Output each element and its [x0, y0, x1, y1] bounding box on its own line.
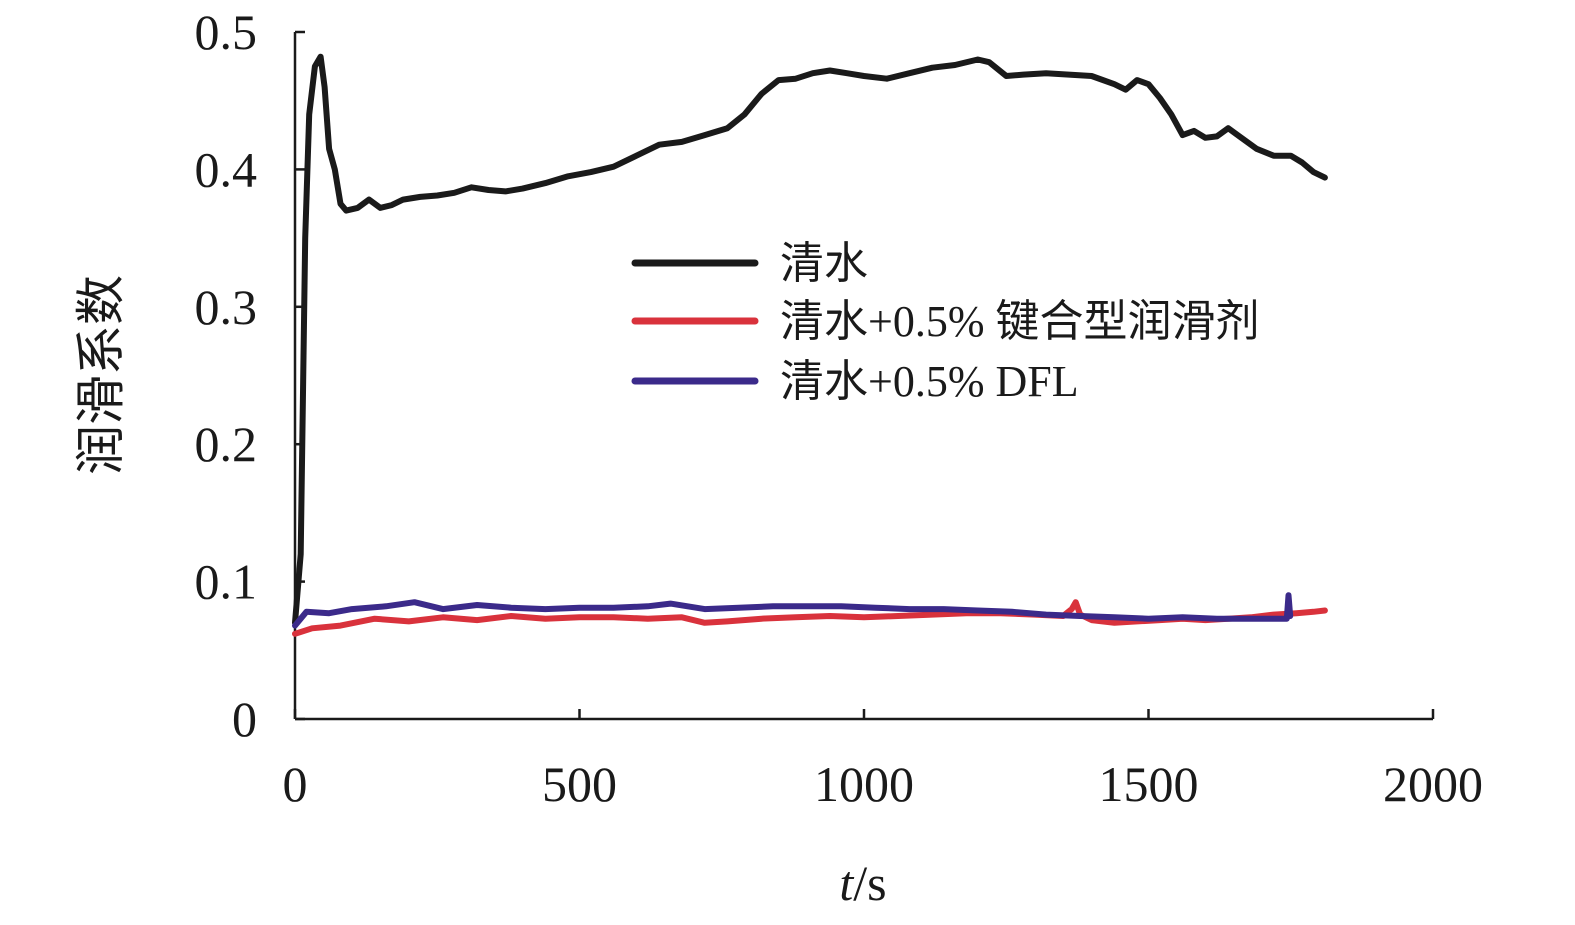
y-tick-label-5: 0.5 — [195, 4, 258, 60]
ticks: 0 500 1000 1500 2000 0 0.1 0.2 0.3 0.4 0.5 — [195, 4, 1484, 812]
legend-label-2: 清水+0.5% DFL — [780, 357, 1079, 406]
series-layer — [292, 53, 1328, 637]
y-tick-label-2: 0.2 — [195, 416, 258, 472]
x-tick-label-1: 500 — [542, 756, 617, 812]
y-tick-label-4: 0.4 — [195, 141, 258, 197]
x-axis-title-unit: /s — [853, 855, 886, 911]
x-axis-title-var: t — [839, 855, 854, 911]
x-tick-label-0: 0 — [283, 756, 308, 812]
legend: 清水 清水+0.5% 键合型润滑剂 清水+0.5% DFL — [631, 239, 1259, 406]
y-tick-label-0: 0 — [232, 691, 257, 747]
legend-label-0: 清水 — [780, 239, 868, 288]
legend-label-1: 清水+0.5% 键合型润滑剂 — [780, 297, 1259, 346]
y-tick-label-1: 0.1 — [195, 554, 258, 610]
series-line-0 — [292, 53, 1328, 626]
x-axis-title: t/s — [839, 855, 886, 911]
y-axis-title: 润滑系数 — [73, 275, 129, 475]
x-tick-label-3: 1500 — [1099, 756, 1199, 812]
series-line-2 — [292, 592, 1294, 629]
x-tick-label-4: 2000 — [1383, 756, 1483, 812]
x-tick-label-2: 1000 — [814, 756, 914, 812]
y-tick-label-3: 0.3 — [195, 279, 258, 335]
